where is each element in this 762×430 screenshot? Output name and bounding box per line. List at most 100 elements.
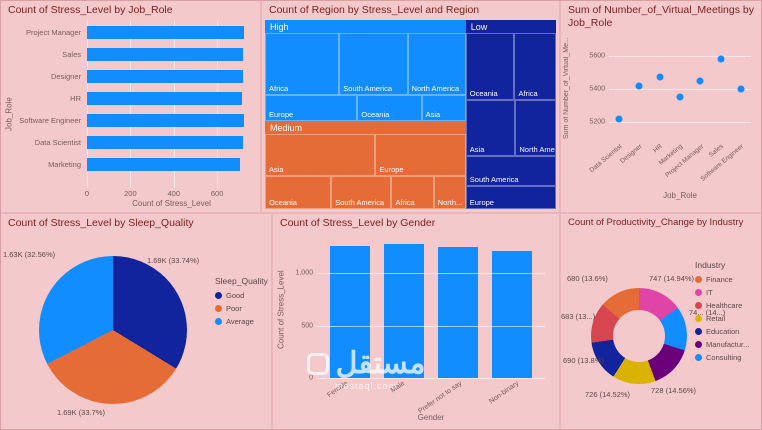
data-label: 683 (13...): [561, 312, 596, 321]
legend-item[interactable]: Good: [215, 289, 268, 302]
gridline: [609, 89, 751, 90]
gridline: [609, 122, 751, 124]
bar-track: [87, 70, 254, 84]
treemap-cell[interactable]: Oceania: [265, 176, 332, 209]
legend-item[interactable]: Poor: [215, 302, 268, 315]
bar[interactable]: [87, 158, 240, 172]
gridline: [609, 55, 751, 57]
sleep-legend-items: Good Poor Average: [215, 289, 268, 328]
treemap-cell[interactable]: Asia: [421, 94, 466, 122]
treemap-cell[interactable]: South America: [465, 156, 556, 187]
treemap-cell[interactable]: Africa: [514, 33, 556, 100]
treemap-cells: Africa South America North America Europe Oc…: [265, 33, 466, 122]
gridline: [317, 273, 545, 275]
bar[interactable]: [492, 251, 532, 378]
treemap-cell[interactable]: Europe: [465, 186, 556, 209]
treemap-group-label: Medium: [270, 123, 303, 134]
bar-track: [87, 26, 254, 40]
scatter-dot[interactable]: [615, 115, 623, 123]
scatter-dot[interactable]: [656, 73, 664, 81]
scatter-xlabels: Data Scientist Designer HR Marketing Project…: [588, 143, 751, 187]
bar-row: Data Scientist: [15, 133, 256, 153]
panel-productivity-donut: Count of Productivity_Change by Industry…: [561, 214, 761, 429]
legend-item[interactable]: Finance: [695, 273, 749, 286]
bar[interactable]: [87, 114, 244, 128]
bar[interactable]: [87, 48, 244, 62]
x-axis-title: Gender: [417, 413, 445, 422]
legend-title: Industry: [695, 260, 726, 270]
scatter-dot[interactable]: [696, 77, 704, 85]
bar[interactable]: [330, 245, 370, 378]
legend-label: Good: [226, 291, 245, 300]
y-axis-title: Count of Stress_Level: [276, 270, 286, 350]
scatter-dot[interactable]: [737, 85, 745, 93]
legend-label: Manufactur...: [706, 340, 750, 349]
bar[interactable]: [384, 244, 424, 378]
treemap-cell[interactable]: North Ame...: [515, 99, 556, 157]
bar[interactable]: [87, 70, 243, 84]
category-label: HR: [70, 94, 81, 104]
x-axis-title: Count of Stress_Level: [132, 198, 211, 208]
data-label: 1.63K (32.56%): [3, 250, 56, 259]
treemap-cell[interactable]: North...: [433, 176, 466, 209]
category-label: Designer: [50, 72, 81, 82]
treemap-cell[interactable]: Europe: [265, 94, 358, 122]
legend-item[interactable]: Healthcare: [695, 299, 749, 312]
treemap-cell[interactable]: Asia: [465, 99, 516, 157]
bar[interactable]: [87, 136, 243, 150]
bar[interactable]: [87, 92, 242, 106]
sleep-legend: Sleep_Quality Good Poor Average: [215, 276, 268, 328]
scatter-dot[interactable]: [635, 82, 643, 90]
legend-label: Retail: [706, 314, 726, 323]
data-label: 680 (13.6%): [567, 274, 608, 283]
treemap-cell[interactable]: South America: [339, 33, 408, 95]
gridline: [317, 378, 545, 379]
treemap-cell[interactable]: Oceania: [465, 33, 515, 100]
x-tick-label: 200: [124, 188, 137, 198]
x-tick-label: Female: [326, 380, 350, 400]
treemap-cell[interactable]: Oceania: [357, 94, 422, 122]
treemap-cell[interactable]: Africa: [391, 176, 434, 209]
y-tick-label: 5200: [589, 118, 605, 126]
legend-label: Finance: [706, 275, 733, 284]
y-axis-title: Sum of Number_of_Virtual_Me...: [563, 37, 570, 139]
legend-item[interactable]: IT: [695, 286, 749, 299]
legend-item[interactable]: Retail: [695, 312, 749, 325]
legend-item[interactable]: Manufactur...: [695, 338, 749, 351]
legend-label: Healthcare: [706, 301, 743, 310]
bar-track: [87, 158, 254, 172]
treemap-cell[interactable]: Europe: [375, 134, 466, 177]
y-tick-label: 0: [309, 374, 313, 382]
category-label: Marketing: [48, 160, 81, 170]
sleep-pie[interactable]: [39, 256, 187, 404]
chart-title: Sum of Number_of_Virtual_Meetings by Job…: [568, 4, 754, 29]
treemap-cell[interactable]: South America: [331, 176, 392, 209]
bar[interactable]: [87, 26, 245, 40]
industry-donut[interactable]: [591, 288, 687, 384]
legend-bullet-icon: [215, 318, 222, 325]
job-role-rows: Project Manager Sales Designer HR Software E…: [15, 23, 256, 175]
category-label: Data Scientist: [34, 138, 81, 148]
bar-row: Project Manager: [15, 23, 256, 43]
legend-item[interactable]: Education: [695, 325, 749, 338]
x-tick-label: 0: [84, 188, 90, 198]
treemap-cell[interactable]: North America: [407, 33, 466, 95]
legend-item[interactable]: Consulting: [695, 351, 749, 364]
scatter-dot[interactable]: [717, 55, 725, 63]
panel-sleep-quality-pie: Count of Stress_Level by Sleep_Quality 1…: [1, 214, 271, 429]
data-label: 728 (14.56%): [651, 386, 697, 395]
bar[interactable]: [438, 247, 478, 378]
industry-legend-items: Finance IT Healthcare Retail Education Manufa…: [695, 273, 749, 364]
scatter-dot[interactable]: [676, 93, 684, 101]
treemap-group-label: Low: [470, 22, 488, 32]
legend-label: Consulting: [706, 353, 742, 362]
legend-bullet-icon: [695, 302, 702, 309]
panel-virtual-meetings-scatter: Sum of Number_of_Virtual_Meetings by Job…: [561, 1, 761, 212]
industry-legend: Industry Finance IT Healthcare Retail Educat…: [695, 260, 749, 364]
legend-item[interactable]: Average: [215, 315, 268, 328]
treemap-cell[interactable]: Africa: [265, 33, 340, 95]
treemap: High Africa South America North America Euro…: [265, 20, 556, 209]
legend-bullet-icon: [695, 289, 702, 296]
treemap-cell[interactable]: Asia: [265, 134, 376, 177]
legend-label: Poor: [226, 304, 242, 313]
